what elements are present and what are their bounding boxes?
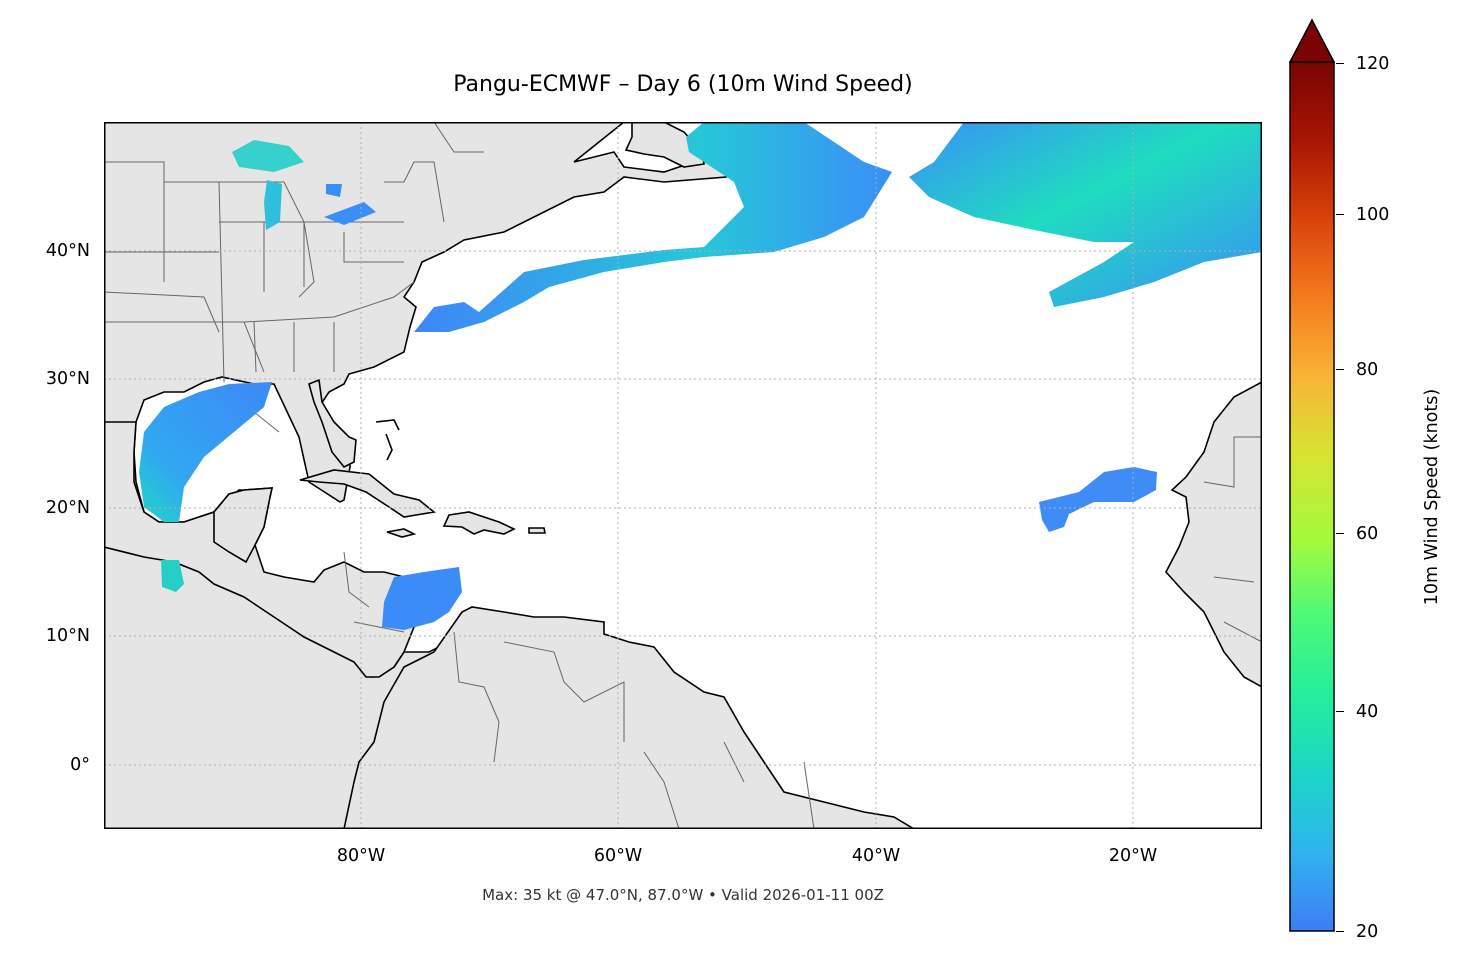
lat-label-0: 0° (70, 755, 90, 775)
cbar-tick (1336, 369, 1344, 370)
figure-title: Pangu-ECMWF – Day 6 (10m Wind Speed) (453, 72, 913, 97)
wind-region-caribbean (382, 567, 462, 630)
lat-label-30n: 30°N (45, 369, 90, 389)
cbar-label-80: 80 (1356, 360, 1379, 380)
land-bahamas (375, 419, 400, 461)
wind-region-nw-atlantic-band (414, 122, 892, 332)
cbar-tick (1336, 533, 1344, 534)
wind-region-lake-michigan (264, 180, 282, 230)
lon-label-20w: 20°W (1108, 846, 1158, 866)
lon-label-60w: 60°W (593, 846, 643, 866)
wind-region-lake-erie (324, 202, 376, 225)
lat-label-40n: 40°N (45, 241, 90, 261)
max-wind-annotation: Max: 35 kt @ 47.0°N, 87.0°W • Valid 2026… (482, 886, 884, 904)
land-jamaica (386, 528, 417, 538)
cbar-label-20: 20 (1356, 922, 1379, 942)
lon-label-40w: 40°W (851, 846, 901, 866)
wind-region-cape-verde (1039, 467, 1157, 532)
wind-region-tehuantepec (161, 560, 184, 592)
map-border (104, 122, 1262, 829)
cbar-label-60: 60 (1356, 524, 1379, 544)
wind-region-central-atlantic (909, 122, 1262, 307)
wind-region-gulf-of-mexico (139, 382, 272, 522)
cbar-label-120: 120 (1356, 54, 1390, 74)
cbar-tick (1336, 214, 1344, 215)
colorbar (1288, 18, 1336, 932)
wind-region-lake-huron (326, 184, 342, 197)
lat-label-20n: 20°N (45, 498, 90, 518)
land-hispaniola (442, 511, 516, 535)
colorbar-extend-arrow (1288, 18, 1336, 63)
land-yucatan (213, 487, 274, 564)
land-newfoundland (624, 122, 705, 168)
lon-label-80w: 80°W (336, 846, 386, 866)
land-florida (308, 378, 357, 469)
cbar-tick (1336, 63, 1344, 64)
land-puerto-rico (528, 527, 546, 534)
land-south-america (343, 606, 916, 829)
colorbar-title: 10m Wind Speed (knots) (1422, 388, 1442, 606)
wind-region-great-lakes (232, 140, 304, 172)
cbar-label-100: 100 (1356, 205, 1390, 225)
map-panel (104, 122, 1262, 829)
wind-shading (139, 122, 1262, 630)
cbar-label-40: 40 (1356, 702, 1379, 722)
land-cuba (299, 469, 436, 518)
lat-label-10n: 10°N (45, 626, 90, 646)
land-africa (1165, 381, 1262, 688)
cbar-tick (1336, 931, 1344, 932)
cbar-tick (1336, 711, 1344, 712)
colorbar-gradient (1289, 61, 1335, 932)
gridlines (104, 122, 1262, 829)
